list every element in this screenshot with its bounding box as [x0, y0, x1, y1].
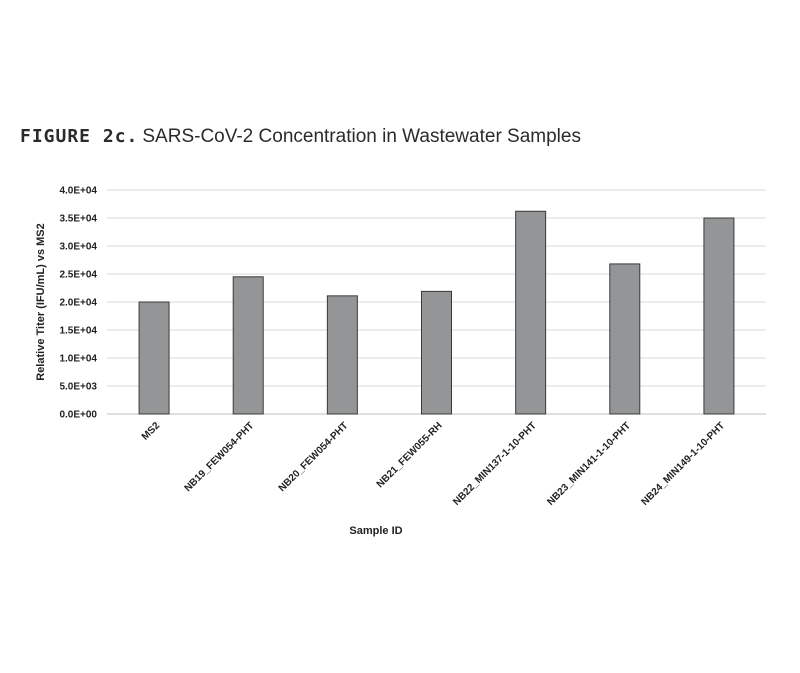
y-tick-label: 3.0E+04: [59, 242, 97, 253]
figure-label: FIGURE 2c.: [20, 126, 139, 147]
y-tick-label: 0.0E+00: [59, 410, 97, 421]
y-tick-label: 4.0E+04: [59, 186, 97, 197]
bar: [609, 263, 641, 415]
x-tick-label: NB19_FEW054-PHT: [183, 420, 257, 494]
bar: [515, 210, 547, 415]
bar: [703, 217, 735, 415]
bars: [138, 210, 735, 415]
bar: [232, 276, 264, 415]
y-tick-label: 5.0E+03: [59, 382, 97, 393]
x-tick-label: MS2: [140, 420, 163, 443]
y-tick-label: 2.0E+04: [59, 298, 97, 309]
x-axis-label: Sample ID: [349, 525, 402, 537]
y-axis-label: Relative Titer (IFU/mL) vs MS2: [35, 223, 47, 381]
bar: [138, 301, 170, 415]
x-tick-label: NB20_FEW054-PHT: [277, 420, 351, 494]
bar: [421, 290, 452, 415]
figure-title: FIGURE 2c. SARS-CoV-2 Concentration in W…: [20, 126, 581, 148]
x-tick-label: NB24_MIN149-1-10-PHT: [639, 420, 727, 508]
x-tick-label: NB23_MIN141-1-10-PHT: [545, 420, 633, 508]
x-tick-label: NB21_FEW055-RH: [375, 420, 445, 490]
gridlines: [107, 189, 766, 415]
bar: [326, 295, 358, 415]
x-tick-labels: MS2 NB19_FEW054-PHT NB20_FEW054-PHT NB21_FE…: [140, 420, 727, 508]
y-tick-label: 1.5E+04: [59, 326, 97, 337]
y-tick-label: 3.5E+04: [59, 214, 97, 225]
figure-title-text: SARS-CoV-2 Concentration in Wastewater S…: [142, 126, 581, 147]
y-tick-label: 2.5E+04: [59, 270, 97, 281]
x-tick-label: NB22_MIN137-1-10-PHT: [451, 420, 539, 508]
y-tick-labels: 0.0E+00 5.0E+03 1.0E+04 1.5E+04 2.0E+04 2.5E+…: [59, 186, 97, 421]
y-tick-label: 1.0E+04: [59, 354, 97, 365]
